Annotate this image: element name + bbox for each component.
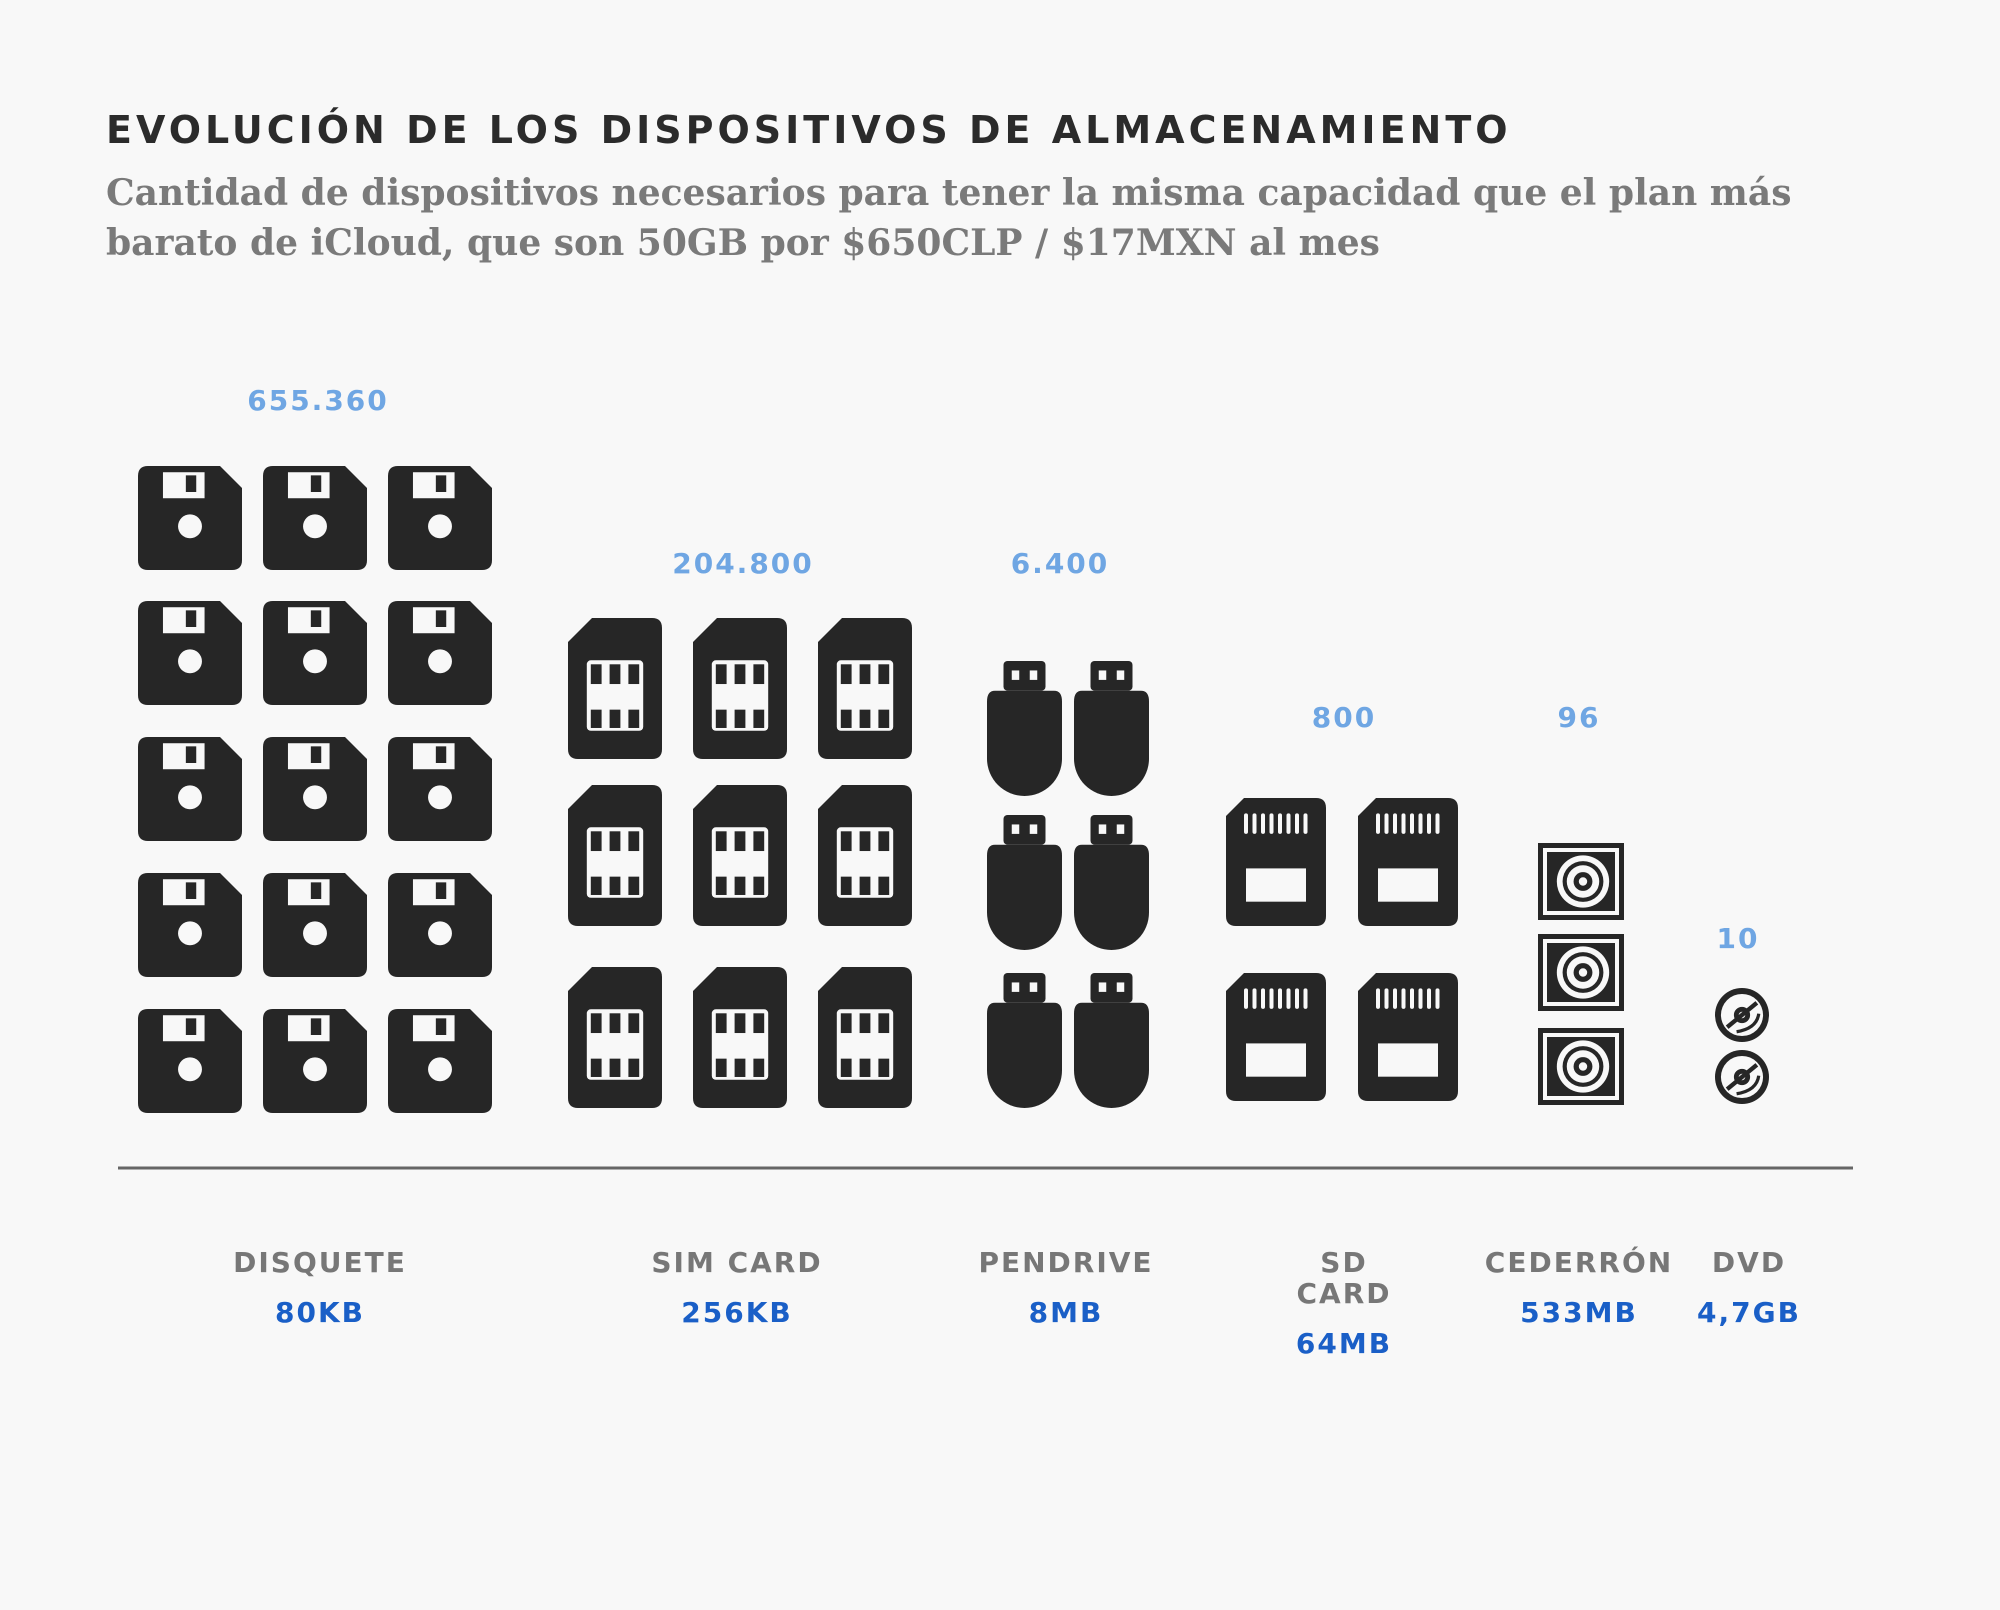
sd-card-icon bbox=[1226, 973, 1326, 1101]
device-count-label: 96 bbox=[1558, 701, 1601, 734]
floppy-disk-icon bbox=[138, 737, 242, 841]
category-label: DISQUETE bbox=[233, 1246, 407, 1279]
dvd-disc-icon bbox=[1715, 1050, 1769, 1104]
category-label: PENDRIVE bbox=[978, 1246, 1153, 1279]
floppy-disk-icon bbox=[388, 737, 492, 841]
floppy-disk-icon bbox=[263, 873, 367, 977]
device-count-label: 204.800 bbox=[672, 547, 814, 580]
dvd-disc-icon bbox=[1715, 988, 1769, 1042]
capacity-label: 533MB bbox=[1520, 1296, 1638, 1329]
sim-card-icon bbox=[818, 785, 912, 926]
cd-case-icon bbox=[1538, 1028, 1624, 1105]
device-count-label: 10 bbox=[1717, 922, 1760, 955]
floppy-disk-icon bbox=[388, 1009, 492, 1113]
sim-card-icon bbox=[568, 618, 662, 759]
chart-subtitle: Cantidad de dispositivos necesarios para… bbox=[106, 172, 1792, 264]
floppy-disk-icon bbox=[138, 466, 242, 570]
usb-drive-icon bbox=[1074, 815, 1149, 950]
cd-case-icon bbox=[1538, 843, 1624, 920]
floppy-disk-icon bbox=[138, 1009, 242, 1113]
capacity-label: 80KB bbox=[275, 1296, 365, 1329]
category-label: SIM CARD bbox=[651, 1246, 822, 1279]
floppy-disk-icon bbox=[388, 873, 492, 977]
usb-drive-icon bbox=[1074, 973, 1149, 1108]
category-label: SD CARD bbox=[1296, 1246, 1391, 1310]
floppy-disk-icon bbox=[138, 601, 242, 705]
sim-card-icon bbox=[818, 967, 912, 1108]
sim-card-icon bbox=[568, 785, 662, 926]
category-label: CEDERRÓN bbox=[1485, 1245, 1673, 1279]
usb-drive-icon bbox=[1074, 661, 1149, 796]
chart-title: EVOLUCIÓN DE LOS DISPOSITIVOS DE ALMACEN… bbox=[106, 108, 1512, 152]
floppy-disk-icon bbox=[138, 873, 242, 977]
sd-card-icon bbox=[1358, 973, 1458, 1101]
sim-card-icon bbox=[693, 967, 787, 1108]
device-count-label: 655.360 bbox=[247, 384, 389, 417]
capacity-label: 4,7GB bbox=[1697, 1296, 1801, 1329]
floppy-disk-icon bbox=[388, 601, 492, 705]
floppy-disk-icon bbox=[263, 737, 367, 841]
floppy-disk-icon bbox=[263, 601, 367, 705]
capacity-label: 256KB bbox=[681, 1296, 793, 1329]
usb-drive-icon bbox=[987, 815, 1062, 950]
sim-card-icon bbox=[693, 618, 787, 759]
sim-card-icon bbox=[818, 618, 912, 759]
cd-case-icon bbox=[1538, 934, 1624, 1011]
usb-drive-icon bbox=[987, 661, 1062, 796]
device-count-label: 6.400 bbox=[1011, 547, 1110, 580]
sd-card-icon bbox=[1226, 798, 1326, 926]
sim-card-icon bbox=[568, 967, 662, 1108]
sd-card-icon bbox=[1358, 798, 1458, 926]
capacity-label: 8MB bbox=[1029, 1296, 1104, 1329]
device-count-label: 800 bbox=[1312, 701, 1376, 734]
sim-card-icon bbox=[693, 785, 787, 926]
floppy-disk-icon bbox=[263, 466, 367, 570]
floppy-disk-icon bbox=[263, 1009, 367, 1113]
category-label: DVD bbox=[1712, 1246, 1786, 1279]
capacity-label: 64MB bbox=[1296, 1327, 1392, 1360]
usb-drive-icon bbox=[987, 973, 1062, 1108]
floppy-disk-icon bbox=[388, 466, 492, 570]
